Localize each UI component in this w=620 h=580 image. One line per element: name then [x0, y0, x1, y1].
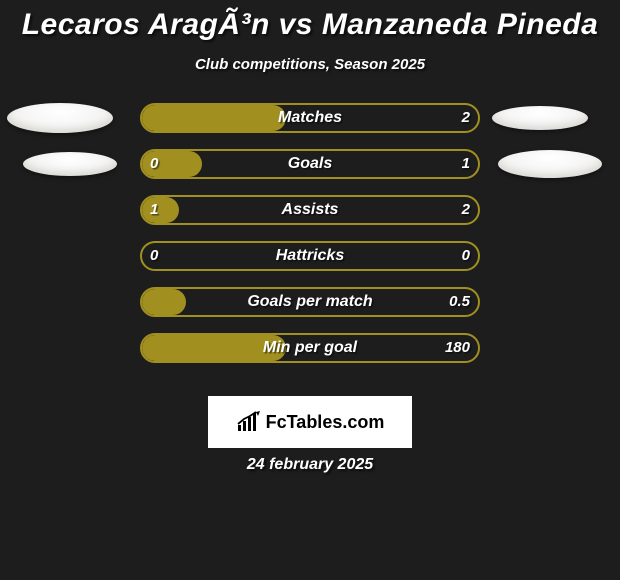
stat-row: Goals per match0.5: [0, 287, 620, 333]
stat-value-right: 180: [445, 335, 470, 361]
stat-value-right: 1: [462, 151, 470, 177]
stat-row: Assists12: [0, 195, 620, 241]
stat-bar: Goals01: [140, 149, 480, 179]
fctables-logo: FcTables.com: [208, 396, 412, 448]
page-title: Lecaros AragÃ³n vs Manzaneda Pineda: [0, 0, 620, 42]
stat-row: Matches2: [0, 103, 620, 149]
stat-value-right: 2: [462, 105, 470, 131]
player-ellipse-left: [23, 152, 117, 176]
stat-bar-fill: [142, 197, 179, 223]
stat-bar-fill: [142, 151, 202, 177]
stat-bar-fill: [142, 335, 286, 361]
stat-row: Min per goal180: [0, 333, 620, 379]
player-ellipse-left: [7, 103, 113, 133]
stat-label: Assists: [142, 197, 478, 223]
stat-bar-fill: [142, 289, 186, 315]
stat-label: Hattricks: [142, 243, 478, 269]
player-ellipse-right: [498, 150, 602, 178]
stat-bar: Matches2: [140, 103, 480, 133]
stat-bar-fill: [142, 105, 286, 131]
stat-bar: Min per goal180: [140, 333, 480, 363]
stat-value-left: 0: [150, 243, 158, 269]
stat-bar: Hattricks0 0: [140, 241, 480, 271]
chart-icon: [236, 411, 262, 433]
stat-value-right: 0: [462, 243, 470, 269]
stat-value-right: 2: [462, 197, 470, 223]
stat-row: Hattricks0 0: [0, 241, 620, 287]
stat-bar: Assists12: [140, 195, 480, 225]
player-ellipse-right: [492, 106, 588, 130]
date-text: 24 february 2025: [0, 456, 620, 474]
stat-label: Goals per match: [142, 289, 478, 315]
stat-value-right: 0.5: [449, 289, 470, 315]
subtitle: Club competitions, Season 2025: [0, 56, 620, 73]
logo-text: FcTables.com: [266, 412, 385, 433]
stat-bar: Goals per match0.5: [140, 287, 480, 317]
stat-row: Goals01: [0, 149, 620, 195]
comparison-chart: Matches2Goals01Assists12Hattricks00Goals…: [0, 103, 620, 393]
